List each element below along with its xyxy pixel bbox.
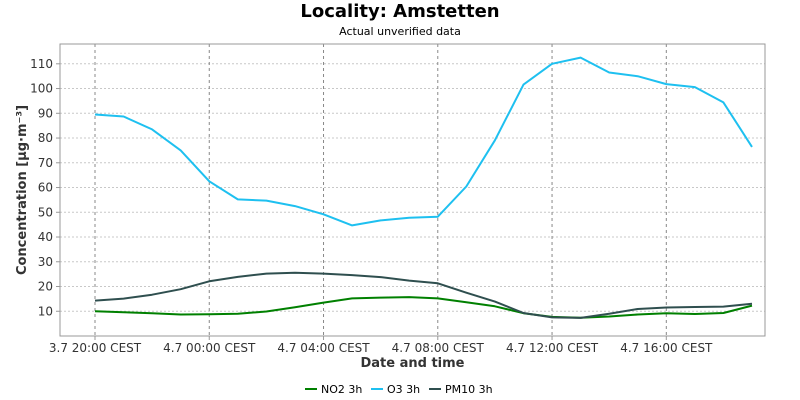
legend-entry: NO2 3h [321, 383, 362, 396]
y-tick-label: 60 [38, 181, 53, 195]
x-tick-label: 4.7 00:00 CEST [163, 341, 256, 355]
y-tick-label: 90 [38, 106, 53, 120]
y-tick-label: 50 [38, 205, 53, 219]
y-tick-label: 40 [38, 230, 53, 244]
y-tick-label: 80 [38, 131, 53, 145]
x-tick-label: 3.7 20:00 CEST [49, 341, 142, 355]
legend-entry: PM10 3h [445, 383, 493, 396]
x-tick-label: 4.7 08:00 CEST [392, 341, 485, 355]
legend: NO2 3h O3 3h PM10 3h [305, 383, 493, 396]
series-layer [94, 56, 753, 319]
plot-frame [59, 43, 766, 337]
x-axis-label: Date and time [360, 356, 464, 371]
chart-title: Locality: Amstetten [300, 1, 500, 22]
y-tick-label: 20 [38, 280, 53, 294]
series-line-o3-3h [94, 56, 753, 227]
x-axis: 3.7 20:00 CEST 4.7 00:00 CEST 4.7 04:00 CE… [49, 336, 713, 355]
y-tick-label: 100 [30, 82, 53, 96]
y-axis-label: Concentration [µg·m⁻³] [15, 105, 30, 275]
x-tick-label: 4.7 12:00 CEST [506, 341, 599, 355]
y-axis: 10 20 30 40 50 60 70 80 90 100 110 [30, 57, 60, 318]
series-line-pm10-3h [94, 271, 753, 319]
chart-subtitle: Actual unverified data [339, 25, 461, 38]
y-tick-label: 10 [38, 304, 53, 318]
series-line-no2-3h [94, 296, 753, 319]
y-tick-label: 110 [30, 57, 53, 71]
legend-entry: O3 3h [387, 383, 420, 396]
y-tick-label: 30 [38, 255, 53, 269]
x-tick-label: 4.7 16:00 CEST [620, 341, 713, 355]
x-tick-label: 4.7 04:00 CEST [277, 341, 370, 355]
grid-layer [60, 44, 765, 336]
y-tick-label: 70 [38, 156, 53, 170]
